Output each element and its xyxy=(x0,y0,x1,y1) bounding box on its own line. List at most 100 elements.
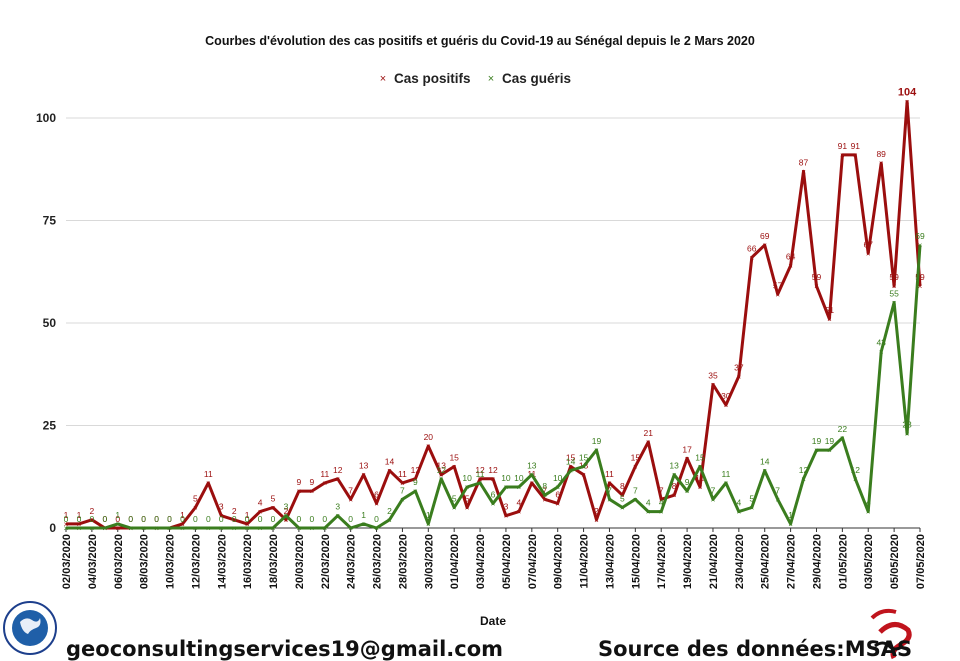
data-point: × xyxy=(206,479,211,488)
data-label: 9 xyxy=(413,477,418,487)
data-point: × xyxy=(439,475,444,484)
data-label: 8 xyxy=(672,481,677,491)
data-label: 12 xyxy=(411,465,421,475)
data-label: 69 xyxy=(915,231,925,241)
data-label: 51 xyxy=(825,305,835,315)
data-point: × xyxy=(879,348,884,357)
data-label: 9 xyxy=(685,477,690,487)
contact-email: geoconsultingservices19@gmail.com xyxy=(66,637,504,661)
data-point: × xyxy=(154,524,159,533)
data-point: × xyxy=(452,463,457,472)
data-point: × xyxy=(284,512,289,521)
x-axis: 02/03/2020 04/03/2020 06/03/2020 08/03/2020… xyxy=(61,528,927,589)
data-point: × xyxy=(840,151,845,160)
data-point: × xyxy=(413,487,418,496)
x-tick-label: 29/04/2020 xyxy=(811,534,823,589)
data-label: 0 xyxy=(77,514,82,524)
data-point: × xyxy=(64,524,69,533)
data-point: × xyxy=(788,262,793,271)
data-label: 0 xyxy=(141,514,146,524)
x-tick-label: 01/05/2020 xyxy=(837,534,849,589)
legend-marker: × xyxy=(380,73,386,85)
data-point: × xyxy=(504,512,509,521)
x-tick-label: 14/03/2020 xyxy=(216,534,228,589)
data-point: × xyxy=(387,516,392,525)
y-tick-label: 100 xyxy=(36,111,56,125)
data-point: × xyxy=(141,524,146,533)
data-point: × xyxy=(180,524,185,533)
data-label: 23 xyxy=(902,420,912,430)
data-point: × xyxy=(672,491,677,500)
data-point: × xyxy=(219,524,224,533)
data-label: 4 xyxy=(517,498,522,508)
data-label: 30 xyxy=(721,391,731,401)
x-tick-label: 15/04/2020 xyxy=(630,534,642,589)
data-label: 1 xyxy=(115,510,120,520)
data-point: × xyxy=(245,524,250,533)
data-label: 4 xyxy=(659,498,664,508)
data-point: × xyxy=(581,463,586,472)
data-label: 0 xyxy=(64,514,69,524)
data-point: × xyxy=(685,487,690,496)
data-label: 19 xyxy=(812,436,822,446)
data-label: 67 xyxy=(864,239,874,249)
data-point: × xyxy=(361,520,366,529)
data-label: 0 xyxy=(90,514,95,524)
data-point: × xyxy=(426,442,431,451)
data-point: × xyxy=(245,520,250,529)
data-point: × xyxy=(814,446,819,455)
x-tick-label: 24/03/2020 xyxy=(346,534,358,589)
data-label: 7 xyxy=(400,485,405,495)
data-label: 22 xyxy=(838,424,848,434)
data-label: 21 xyxy=(644,428,654,438)
data-point: × xyxy=(322,479,327,488)
data-point: × xyxy=(555,499,560,508)
data-point: × xyxy=(491,475,496,484)
data-label: 0 xyxy=(154,514,159,524)
data-point: × xyxy=(892,282,897,291)
x-tick-label: 04/03/2020 xyxy=(87,534,99,589)
x-tick-label: 21/04/2020 xyxy=(708,534,720,589)
x-tick-label: 10/03/2020 xyxy=(165,534,177,589)
series-1: ×0×0×0×0×1×0×0×0×0×0×0×0×0×0×0×0×0 ×3×0×0… xyxy=(64,231,925,533)
data-point: × xyxy=(646,438,651,447)
data-label: 6 xyxy=(491,489,496,499)
series-layer: ×1×1×2×0×0×0×0×0×0×1×5×11×3×2×1 ×4×5×2×9×… xyxy=(64,87,925,533)
data-label: 0 xyxy=(115,514,120,524)
data-label: 0 xyxy=(271,514,276,524)
data-label: 35 xyxy=(708,371,718,381)
data-label: 5 xyxy=(271,494,276,504)
data-point: × xyxy=(892,299,897,308)
x-tick-label: 23/04/2020 xyxy=(734,534,746,589)
data-point: × xyxy=(77,524,82,533)
data-point: × xyxy=(762,467,767,476)
data-label: 91 xyxy=(851,141,861,151)
legend: × Cas positifs × Cas guéris xyxy=(380,71,571,86)
data-point: × xyxy=(413,475,418,484)
legend-label: Cas positifs xyxy=(394,71,471,86)
data-point: × xyxy=(568,467,573,476)
data-point: × xyxy=(581,471,586,480)
data-point: × xyxy=(232,524,237,533)
y-tick-label: 50 xyxy=(43,316,57,330)
x-tick-label: 02/03/2020 xyxy=(61,534,73,589)
data-label: 15 xyxy=(695,453,705,463)
data-point: × xyxy=(827,446,832,455)
data-label: 5 xyxy=(620,494,625,504)
x-tick-label: 27/04/2020 xyxy=(786,534,798,589)
data-label: 8 xyxy=(542,481,547,491)
data-point: × xyxy=(659,495,664,504)
data-point: × xyxy=(310,487,315,496)
data-point: × xyxy=(918,241,923,250)
data-point: × xyxy=(90,524,95,533)
data-point: × xyxy=(491,499,496,508)
data-label: 1 xyxy=(77,510,82,520)
geoconsulting-logo xyxy=(3,601,57,655)
data-point: × xyxy=(633,495,638,504)
data-label: 12 xyxy=(333,465,343,475)
data-point: × xyxy=(348,524,353,533)
x-tick-label: 16/03/2020 xyxy=(242,534,254,589)
chart-title: Courbes d'évolution des cas positifs et … xyxy=(205,34,755,48)
data-label: 0 xyxy=(258,514,263,524)
x-axis-label: Date xyxy=(480,614,506,628)
